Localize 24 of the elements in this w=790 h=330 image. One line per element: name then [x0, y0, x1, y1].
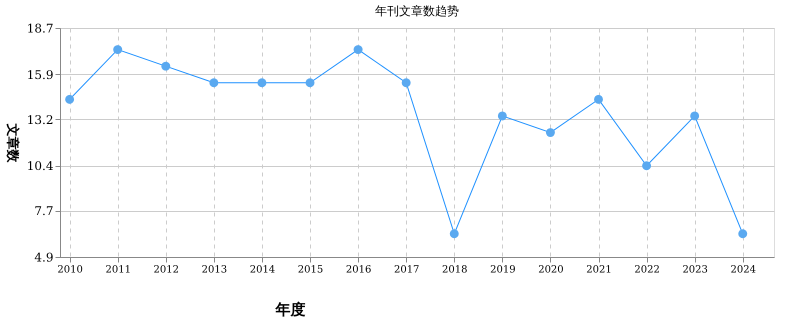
x-tick-label: 2015: [298, 264, 324, 276]
chart-title: 年刊文章数趋势: [375, 4, 459, 18]
x-tick-label: 2017: [394, 264, 420, 276]
x-tick-label: 2019: [490, 264, 516, 276]
y-tick-label: 10.4: [26, 159, 54, 174]
x-tick-label: 2024: [730, 264, 756, 276]
y-tick-label: 13.2: [26, 112, 54, 127]
x-tick-label: 2013: [202, 264, 228, 276]
x-tick-label: 2018: [442, 264, 468, 276]
x-tick-label: 2016: [346, 264, 372, 276]
x-tick-label: 2023: [682, 264, 708, 276]
y-tick-label: 7.7: [34, 204, 54, 218]
x-tick-label: 2022: [634, 264, 660, 276]
x-tick-label: 2011: [105, 264, 131, 276]
x-tick-label: 2010: [57, 264, 83, 276]
x-axis-title: 年度: [274, 300, 306, 318]
x-tick-label: 2021: [586, 264, 612, 276]
y-axis-title: 文章数: [4, 122, 20, 164]
x-tick-label: 2020: [538, 264, 564, 276]
x-tick-label: 2014: [250, 264, 276, 276]
y-tick-label: 15.9: [26, 68, 54, 82]
y-tick-label: 18.7: [26, 22, 54, 36]
y-tick-label: 4.9: [34, 250, 54, 264]
x-tick-label: 2012: [154, 264, 180, 276]
